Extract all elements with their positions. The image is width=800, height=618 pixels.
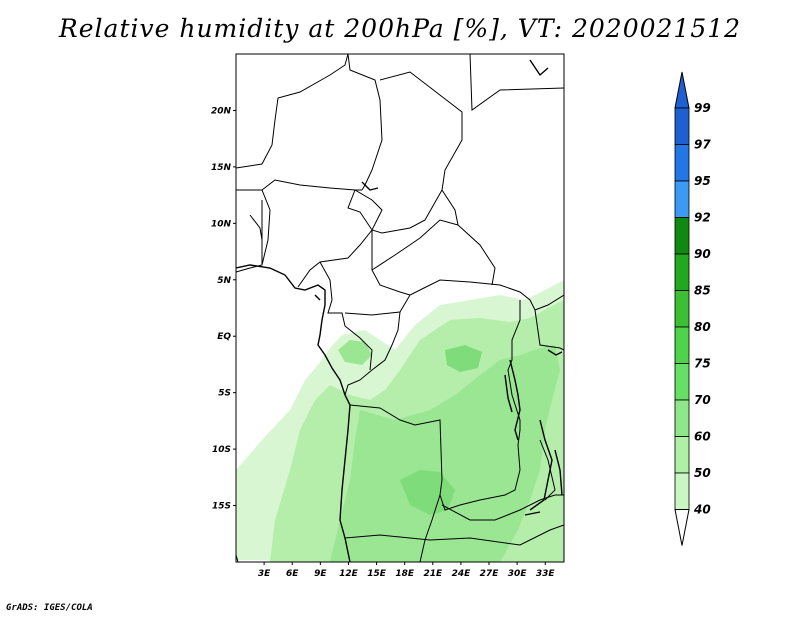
- colorbar-label-9: 60: [694, 430, 711, 444]
- colorbar-segment-0: [674, 107, 690, 145]
- colorbar-label-1: 97: [694, 138, 711, 152]
- map-frame: [235, 53, 565, 563]
- colorbar-label-4: 90: [694, 247, 711, 261]
- lon-label-0: 3E: [258, 569, 271, 579]
- coastline: [236, 59, 563, 562]
- lat-label-5: 5S: [218, 389, 231, 399]
- colorbar-label-5: 85: [694, 284, 711, 298]
- humidity-shade-70b: [338, 340, 372, 365]
- colorbar-label-3: 92: [694, 211, 711, 225]
- lon-label-6: 21E: [423, 569, 443, 579]
- colorbar-segment-8: [674, 399, 690, 437]
- colorbar-segment-3: [674, 217, 690, 255]
- colorbar: 99 97 95 92 90 85 80 75 70 60 50 40: [674, 71, 711, 546]
- humidity-shade-75: [400, 470, 455, 515]
- lat-label-0: 20N: [211, 106, 232, 116]
- colorbar-label-0: 99: [694, 101, 711, 115]
- map-title: Relative humidity at 200hPa [%], VT: 202…: [58, 14, 742, 43]
- colorbar-bottom-arrow: [674, 509, 690, 546]
- lon-axis: 3E 6E 9E 12E 15E 18E 21E 24E 27E 30E 33E: [258, 562, 556, 579]
- colorbar-label-11: 40: [693, 503, 711, 517]
- lat-label-3: 5N: [217, 276, 231, 286]
- colorbar-segment-7: [674, 363, 690, 401]
- lon-label-4: 15E: [367, 569, 387, 579]
- colorbar-label-2: 95: [694, 174, 711, 188]
- lon-label-10: 33E: [536, 569, 556, 579]
- humidity-shade-70: [330, 345, 560, 562]
- lon-label-1: 6E: [286, 569, 299, 579]
- colorbar-segment-10: [674, 472, 690, 510]
- colorbar-segment-4: [674, 253, 690, 291]
- colorbar-label-7: 75: [694, 357, 711, 371]
- lat-label-6: 10S: [212, 445, 231, 455]
- humidity-field: [236, 280, 564, 562]
- humidity-shade-75b: [445, 345, 482, 372]
- lon-label-8: 27E: [480, 569, 500, 579]
- lat-label-7: 15S: [212, 502, 231, 512]
- grads-credit: GrADS: IGES/COLA: [6, 603, 93, 613]
- lat-label-1: 15N: [211, 163, 232, 173]
- colorbar-label-6: 80: [694, 320, 711, 334]
- lon-label-7: 24E: [452, 569, 472, 579]
- country-borders: [236, 54, 564, 562]
- lat-axis: 20N 15N 10N 5N EQ 5S 10S 15S: [211, 106, 236, 512]
- lon-label-9: 30E: [508, 569, 528, 579]
- colorbar-top-arrow: [674, 71, 690, 109]
- lon-label-2: 9E: [314, 569, 327, 579]
- colorbar-segment-5: [674, 290, 690, 328]
- colorbar-label-8: 70: [694, 393, 711, 407]
- lat-label-2: 10N: [211, 219, 232, 229]
- lon-label-3: 12E: [339, 569, 359, 579]
- lon-label-5: 18E: [395, 569, 415, 579]
- colorbar-segment-9: [674, 436, 690, 474]
- colorbar-segment-6: [674, 326, 690, 364]
- colorbar-label-10: 50: [694, 466, 711, 480]
- colorbar-segment-2: [674, 180, 690, 218]
- lat-label-4: EQ: [217, 332, 231, 342]
- colorbar-segment-1: [674, 144, 690, 182]
